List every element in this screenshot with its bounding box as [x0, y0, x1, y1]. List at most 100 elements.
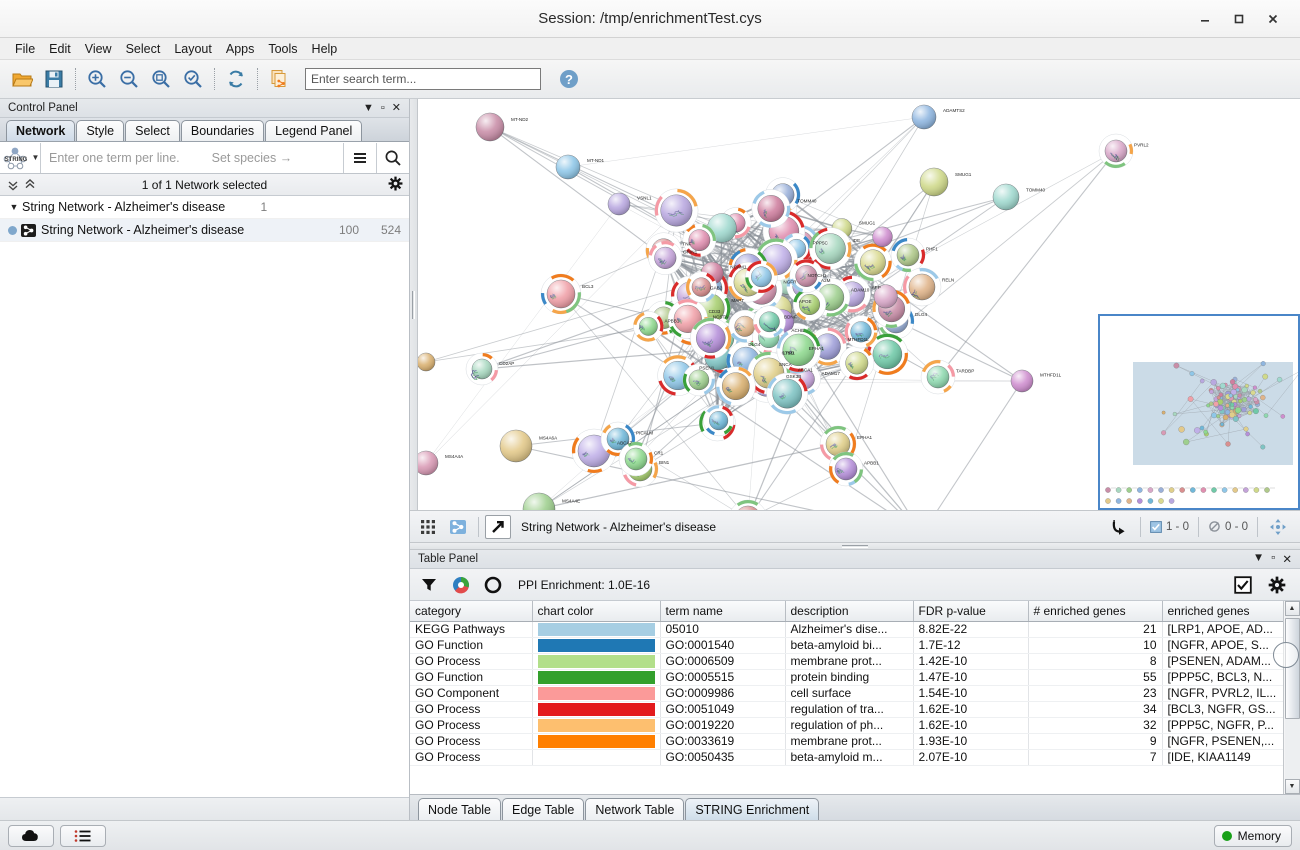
selected-nodes-counter[interactable]: 1 - 0 — [1147, 521, 1192, 533]
network-node[interactable] — [418, 352, 436, 372]
table-row[interactable]: GO Process GO:0051049 regulation of tra...… — [410, 701, 1283, 718]
network-node[interactable] — [418, 450, 439, 476]
search-icon[interactable] — [377, 143, 409, 173]
network-canvas[interactable]: MT-ND2 MT-ND1 VSNL1 CD2AP MS4A6A MS4A4A MS4A4E… — [418, 99, 1300, 510]
menu-apps[interactable]: Apps — [225, 41, 255, 56]
task-list-icon[interactable] — [60, 824, 106, 847]
string-term-input[interactable]: Enter one term per line. Set species → — [41, 143, 343, 173]
menu-layout[interactable]: Layout — [174, 41, 212, 56]
tab-edge-table[interactable]: Edge Table — [502, 798, 585, 820]
network-node[interactable] — [753, 305, 786, 339]
network-node[interactable] — [1010, 369, 1034, 393]
network-node[interactable] — [690, 317, 732, 360]
network-graph[interactable]: MT-ND2 MT-ND1 VSNL1 CD2AP MS4A6A MS4A4A MS4A4E… — [418, 99, 1300, 510]
export-network-icon[interactable] — [263, 63, 295, 95]
horizontal-splitter[interactable] — [410, 542, 1300, 550]
tree-network-row[interactable]: String Network - Alzheimer's disease 100… — [0, 219, 409, 242]
network-share-icon[interactable] — [444, 514, 472, 540]
zoom-in-icon[interactable] — [81, 63, 113, 95]
menu-select[interactable]: Select — [125, 41, 161, 56]
network-node[interactable] — [703, 405, 735, 437]
gear-icon[interactable] — [388, 176, 403, 194]
select-all-checkbox-icon[interactable] — [1230, 572, 1256, 598]
network-node[interactable] — [607, 192, 631, 216]
table-panel-float-icon[interactable]: ▫ — [1271, 552, 1276, 564]
network-node[interactable] — [902, 267, 942, 307]
arrow-expand-icon[interactable] — [485, 514, 511, 539]
scroll-up-arrow[interactable]: ▲ — [1284, 601, 1300, 616]
tree-root-row[interactable]: ▼ String Network - Alzheimer's disease 1 — [0, 196, 409, 219]
network-node[interactable] — [866, 333, 909, 376]
table-row[interactable]: GO Function GO:0001540 beta-amyloid bi... 1… — [410, 637, 1283, 654]
tab-network[interactable]: Network — [6, 120, 76, 141]
network-node[interactable] — [828, 451, 864, 487]
table-vertical-scrollbar[interactable]: ▲ ▼ — [1272, 601, 1300, 794]
network-node[interactable] — [873, 284, 898, 309]
scroll-track[interactable] — [1272, 616, 1300, 779]
column-header-fdr-pvalue[interactable]: FDR p-value — [913, 601, 1029, 622]
network-node[interactable] — [555, 154, 581, 180]
settings-gear-icon[interactable] — [1264, 572, 1290, 598]
export-image-icon[interactable] — [1106, 514, 1134, 540]
vertical-splitter[interactable] — [410, 99, 418, 510]
network-node[interactable] — [745, 260, 778, 294]
birds-eye-view[interactable] — [1098, 314, 1300, 510]
string-dropdown-caret-icon[interactable]: ▼ — [31, 153, 40, 162]
cloud-icon[interactable] — [8, 824, 54, 847]
table-panel-dropdown-icon[interactable]: ▼ — [1252, 552, 1265, 564]
network-node[interactable] — [522, 492, 556, 510]
control-panel-dropdown-icon[interactable]: ▼ — [362, 101, 374, 114]
fit-content-icon[interactable] — [1264, 514, 1292, 540]
tab-select[interactable]: Select — [125, 120, 180, 141]
menu-file[interactable]: File — [15, 41, 36, 56]
scroll-down-arrow[interactable]: ▼ — [1284, 779, 1300, 794]
network-node[interactable] — [789, 259, 824, 293]
network-node[interactable] — [776, 327, 821, 373]
menu-edit[interactable]: Edit — [49, 41, 71, 56]
tab-network-table[interactable]: Network Table — [585, 798, 685, 820]
column-header-chart-color[interactable]: chart color — [532, 601, 661, 622]
network-node[interactable] — [682, 363, 716, 397]
tab-string-enrichment[interactable]: STRING Enrichment — [685, 798, 820, 820]
table-panel-close-icon[interactable]: ✕ — [1282, 554, 1292, 566]
network-node[interactable] — [685, 271, 718, 303]
save-session-icon[interactable] — [38, 63, 70, 95]
menu-view[interactable]: View — [84, 41, 112, 56]
network-node[interactable] — [890, 237, 926, 273]
column-header-enriched-genes[interactable]: enriched genes — [1162, 601, 1283, 622]
menu-tools[interactable]: Tools — [268, 41, 298, 56]
filter-icon[interactable] — [416, 572, 442, 598]
network-node[interactable] — [682, 223, 717, 258]
network-node[interactable] — [633, 311, 664, 342]
hamburger-menu-icon[interactable] — [344, 143, 376, 173]
network-node[interactable] — [648, 240, 683, 275]
tree-twisty-icon[interactable]: ▼ — [9, 202, 19, 212]
maximize-button[interactable] — [1222, 6, 1256, 32]
network-node[interactable] — [465, 352, 499, 386]
tab-style[interactable]: Style — [76, 120, 125, 141]
network-node[interactable] — [919, 167, 949, 197]
column-header-category[interactable]: category — [410, 601, 533, 622]
column-header-description[interactable]: description — [785, 601, 914, 622]
network-node[interactable] — [540, 273, 582, 315]
zoom-out-icon[interactable] — [113, 63, 145, 95]
column-header-term-name[interactable]: term name — [660, 601, 786, 622]
network-node[interactable] — [853, 243, 892, 282]
network-node[interactable] — [751, 189, 791, 228]
tab-legend-panel[interactable]: Legend Panel — [265, 120, 363, 141]
network-node[interactable] — [920, 359, 956, 395]
grid-layout-icon[interactable] — [414, 514, 442, 540]
zoom-fit-icon[interactable] — [145, 63, 177, 95]
table-row[interactable]: GO Component GO:0009986 cell surface 1.54E-… — [410, 685, 1283, 702]
network-node[interactable] — [809, 227, 852, 270]
minimize-button[interactable] — [1188, 6, 1222, 32]
network-node[interactable] — [1098, 133, 1134, 169]
tab-boundaries[interactable]: Boundaries — [180, 120, 265, 141]
control-panel-float-icon[interactable]: ▫ — [380, 101, 385, 114]
help-icon[interactable]: ? — [553, 63, 585, 95]
network-node[interactable] — [992, 183, 1020, 211]
set-species-link[interactable]: Set species → — [211, 150, 293, 165]
table-row[interactable]: GO Process GO:0033619 membrane prot... 1.93… — [410, 733, 1283, 750]
table-row[interactable]: GO Process GO:0050435 beta-amyloid m... 2.0… — [410, 749, 1283, 766]
network-node[interactable] — [839, 345, 875, 381]
